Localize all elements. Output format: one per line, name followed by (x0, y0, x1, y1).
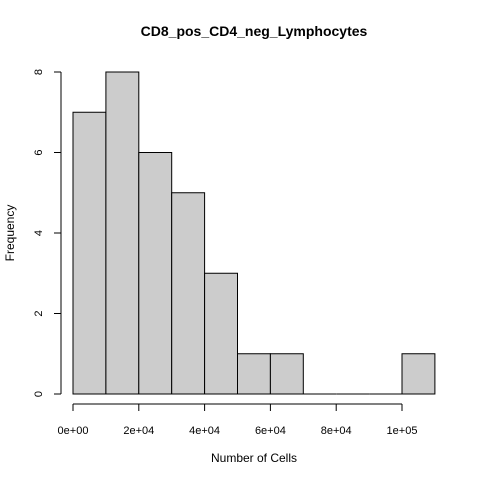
histogram-bar (237, 353, 271, 395)
histogram-bar (72, 111, 107, 395)
histogram-bar (401, 353, 436, 395)
x-tick-label: 1e+05 (387, 425, 418, 437)
y-tick-label: 8 (33, 69, 45, 75)
histogram-bar (105, 71, 140, 395)
histogram-bar (269, 353, 304, 395)
histogram-bar (204, 272, 239, 395)
y-tick-label: 4 (33, 230, 45, 236)
x-axis-label: Number of Cells (211, 451, 297, 465)
y-tick-label: 2 (33, 310, 45, 316)
histogram-bar (138, 152, 173, 395)
bars-group (72, 71, 436, 395)
y-axis-label: Frequency (3, 205, 17, 262)
y-axis: 0 2 4 6 8 (33, 69, 62, 397)
chart-title: CD8_pos_CD4_neg_Lymphocytes (141, 23, 368, 39)
x-tick-label: 0e+00 (58, 425, 89, 437)
x-tick-label: 4e+04 (189, 425, 220, 437)
y-tick-label: 0 (33, 391, 45, 397)
histogram-bar (171, 192, 206, 395)
x-tick-label: 8e+04 (321, 425, 352, 437)
x-tick-label: 6e+04 (255, 425, 286, 437)
x-tick-label: 2e+04 (123, 425, 154, 437)
y-tick-label: 6 (33, 149, 45, 155)
x-axis: 0e+00 2e+04 4e+04 6e+04 8e+04 1e+05 (58, 403, 418, 437)
